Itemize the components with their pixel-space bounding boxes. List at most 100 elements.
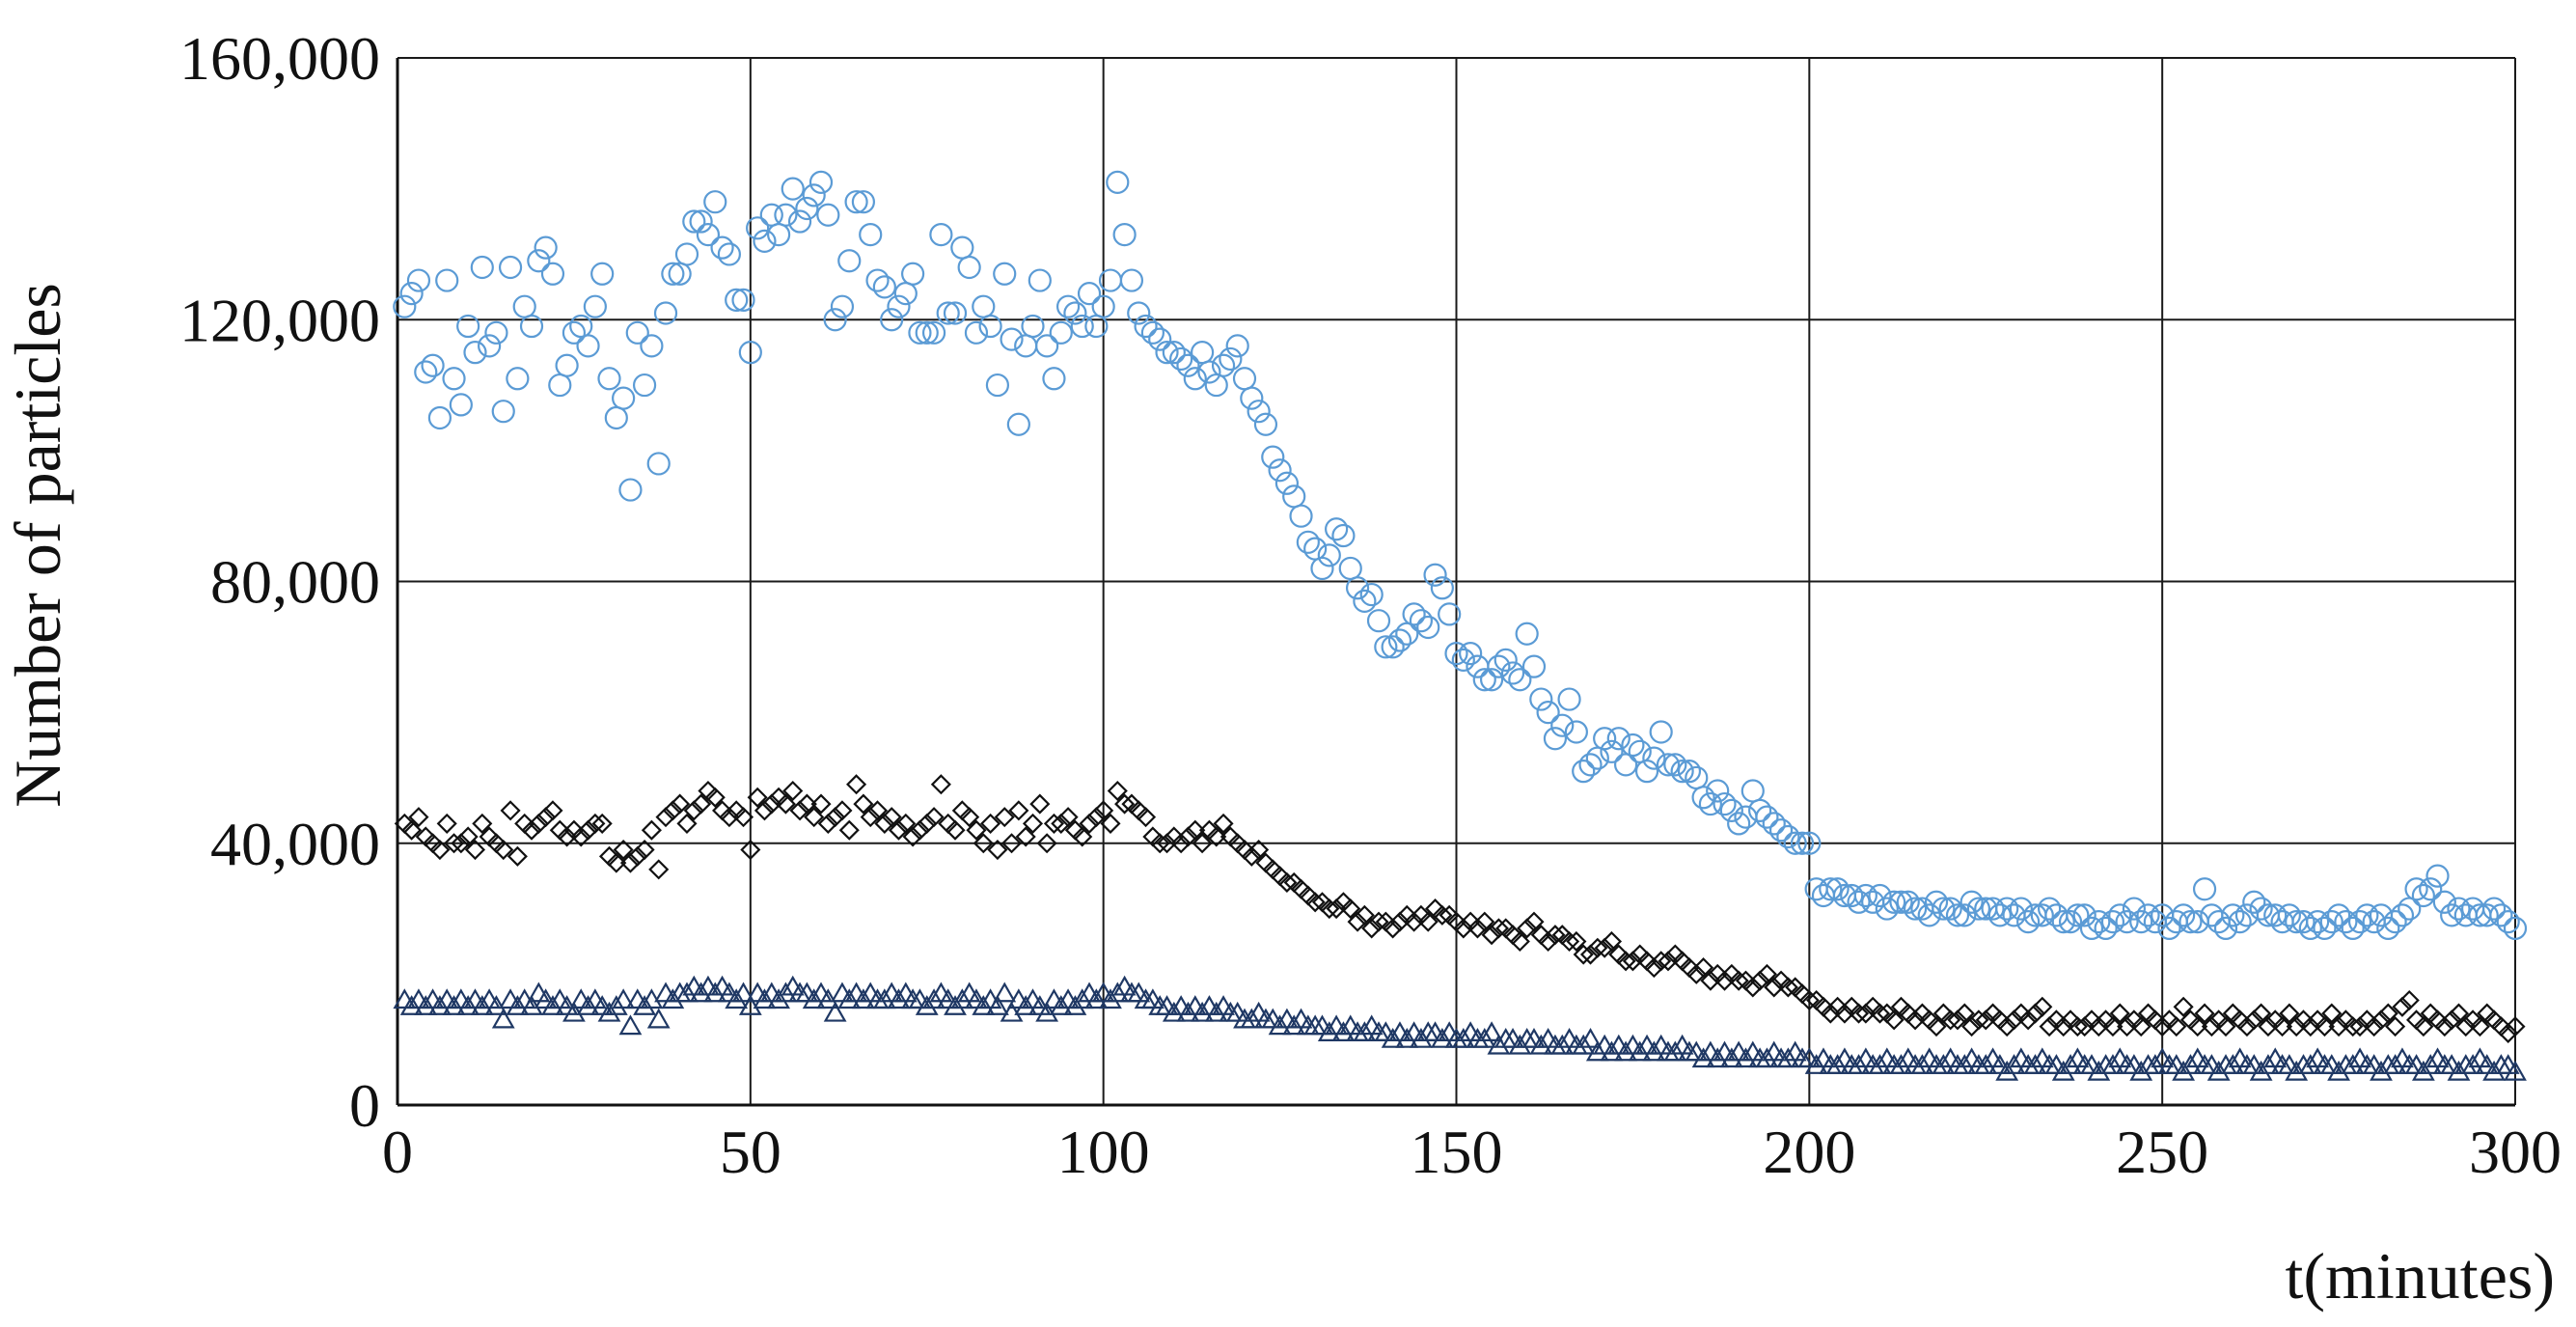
data-point-circle — [1338, 556, 1362, 581]
data-point-diamond — [1114, 793, 1136, 815]
data-point-circle — [1740, 779, 1765, 803]
data-point-circle — [1600, 739, 1624, 763]
data-point-circle — [1438, 602, 1462, 626]
data-point-diamond — [2117, 1016, 2138, 1037]
data-point-circle — [2079, 916, 2104, 941]
data-point-diamond — [2173, 996, 2194, 1017]
data-point-circle — [1783, 831, 1807, 855]
data-point-circle — [2447, 897, 2471, 921]
data-point-circle — [2263, 903, 2288, 927]
data-point-circle — [2009, 897, 2033, 921]
data-point-circle — [957, 255, 981, 280]
data-point-circle — [1310, 556, 1334, 581]
data-point-diamond — [408, 807, 429, 828]
data-point-circle — [844, 190, 868, 214]
data-point-circle — [2277, 903, 2301, 927]
data-point-diamond — [930, 774, 951, 795]
data-point-diamond — [1354, 904, 1375, 926]
data-point-diamond — [917, 813, 938, 834]
data-point-diamond — [2314, 1016, 2336, 1037]
data-point-circle — [929, 222, 953, 247]
data-point-circle — [2475, 903, 2499, 927]
data-point-diamond — [832, 800, 853, 821]
data-point-diamond — [1192, 833, 1213, 854]
data-point-circle — [534, 235, 558, 260]
data-point-triangle — [887, 988, 911, 1009]
data-point-diamond — [2300, 1016, 2321, 1037]
data-point-circle — [1232, 367, 1257, 391]
data-point-diamond — [1954, 1003, 1975, 1024]
data-point-circle — [802, 183, 826, 207]
data-point-diamond — [1643, 957, 1664, 979]
data-point-circle — [1727, 812, 1751, 836]
data-point-triangle — [1628, 1040, 1652, 1062]
data-point-diamond — [1304, 892, 1326, 913]
data-point-triangle — [2504, 1060, 2527, 1081]
data-point-circle — [908, 320, 932, 345]
data-point-circle — [2221, 903, 2245, 927]
data-point-circle — [2319, 910, 2343, 934]
data-point-diamond — [2151, 1016, 2173, 1037]
data-point-triangle — [1451, 1027, 1475, 1048]
data-point-triangle — [646, 1008, 671, 1029]
data-point-circle — [859, 222, 883, 247]
data-point-diamond — [2053, 1016, 2074, 1037]
data-point-circle — [1494, 648, 1518, 672]
data-point-circle — [555, 353, 579, 377]
series-diamond — [394, 774, 2526, 1043]
data-point-diamond — [1417, 911, 1439, 932]
data-point-triangle — [506, 995, 530, 1015]
data-point-triangle — [1331, 1021, 1356, 1042]
data-point-diamond — [2187, 1016, 2208, 1037]
data-point-diamond — [1389, 911, 1411, 932]
data-point-triangle — [1353, 1021, 1377, 1042]
data-point-circle — [1035, 334, 1059, 358]
data-point-circle — [1366, 609, 1391, 633]
data-point-circle — [1853, 883, 1877, 908]
data-point-circle — [1140, 320, 1165, 345]
data-point-diamond — [691, 793, 712, 815]
data-point-diamond — [1693, 957, 1714, 979]
data-point-diamond — [1834, 1003, 1855, 1024]
data-point-circle — [1966, 897, 1991, 921]
data-point-triangle — [2298, 1054, 2322, 1074]
data-point-circle — [449, 393, 473, 417]
data-point-diamond — [1615, 951, 1636, 972]
data-point-circle — [689, 209, 713, 234]
data-point-diamond — [2377, 1003, 2398, 1024]
data-point-diamond — [2024, 1003, 2046, 1024]
data-point-circle — [766, 222, 791, 247]
data-point-diamond — [1713, 970, 1736, 991]
data-point-circle — [1063, 301, 1087, 325]
gridlines — [397, 57, 2516, 1106]
data-point-circle — [1459, 641, 1483, 666]
data-point-diamond — [1368, 911, 1389, 932]
data-point-diamond — [2074, 1016, 2096, 1037]
data-point-circle — [2432, 890, 2456, 914]
data-point-diamond — [2398, 989, 2420, 1011]
data-point-circle — [1606, 727, 1631, 751]
data-point-circle — [2108, 903, 2132, 927]
data-point-circle — [1578, 753, 1603, 777]
data-point-diamond — [451, 833, 472, 854]
data-point-diamond — [980, 813, 1001, 834]
data-point-triangle — [1480, 1021, 1503, 1042]
data-point-circle — [414, 360, 438, 384]
data-point-diamond — [1015, 826, 1036, 847]
data-point-triangle — [972, 995, 996, 1015]
data-point-triangle — [1268, 1014, 1292, 1036]
data-point-triangle — [725, 988, 749, 1009]
data-point-circle — [2481, 897, 2507, 921]
data-point-circle — [2030, 903, 2054, 927]
data-point-circle — [2115, 910, 2139, 934]
data-point-circle — [519, 314, 544, 339]
data-point-circle — [816, 203, 840, 227]
data-point-triangle — [1063, 995, 1087, 1015]
data-point-triangle — [1825, 1054, 1850, 1074]
data-point-circle — [1353, 589, 1377, 613]
data-point-triangle — [633, 995, 656, 1015]
data-point-diamond — [895, 813, 917, 834]
data-point-diamond — [1085, 807, 1107, 828]
data-point-triangle — [470, 995, 494, 1015]
data-point-circle — [442, 367, 466, 391]
